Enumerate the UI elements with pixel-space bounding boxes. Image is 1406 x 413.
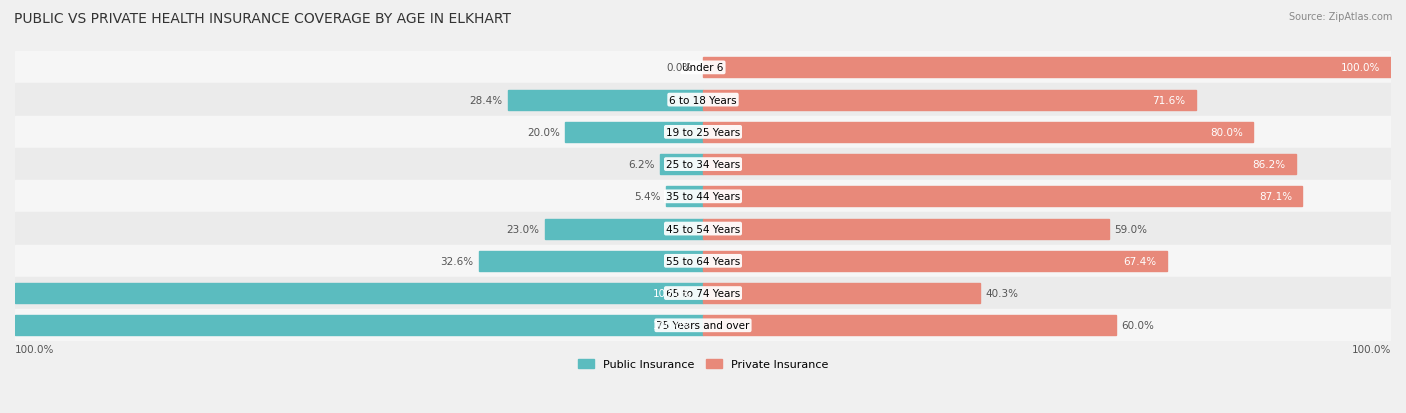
Text: 28.4%: 28.4% [470,95,502,105]
Bar [703,155,1296,175]
Bar [15,309,1391,342]
Text: 100.0%: 100.0% [1341,63,1381,73]
Text: 71.6%: 71.6% [1152,95,1185,105]
Text: 100.0%: 100.0% [15,344,55,354]
Bar [15,84,1391,116]
Bar [15,283,703,303]
Text: 86.2%: 86.2% [1253,160,1285,170]
Bar [565,123,703,142]
Text: 6.2%: 6.2% [628,160,655,170]
Text: 100.0%: 100.0% [1351,344,1391,354]
Bar [703,251,1167,271]
Text: 75 Years and over: 75 Years and over [657,320,749,330]
Text: 55 to 64 Years: 55 to 64 Years [666,256,740,266]
Text: Source: ZipAtlas.com: Source: ZipAtlas.com [1288,12,1392,22]
Bar [703,58,1391,78]
Bar [15,277,1391,309]
Bar [478,251,703,271]
Bar [15,116,1391,149]
Text: 59.0%: 59.0% [1115,224,1147,234]
Bar [703,219,1109,239]
Text: 0.0%: 0.0% [666,63,693,73]
Text: 6 to 18 Years: 6 to 18 Years [669,95,737,105]
Bar [508,90,703,110]
Bar [15,52,1391,84]
Legend: Public Insurance, Private Insurance: Public Insurance, Private Insurance [574,354,832,374]
Bar [15,316,703,335]
Text: 45 to 54 Years: 45 to 54 Years [666,224,740,234]
Bar [661,155,703,175]
Text: 40.3%: 40.3% [986,288,1019,298]
Text: 32.6%: 32.6% [440,256,474,266]
Bar [15,149,1391,181]
Text: 60.0%: 60.0% [1122,320,1154,330]
Text: 20.0%: 20.0% [527,128,560,138]
Text: 25 to 34 Years: 25 to 34 Years [666,160,740,170]
Bar [666,187,703,207]
Text: 67.4%: 67.4% [1123,256,1156,266]
Bar [703,283,980,303]
Text: 35 to 44 Years: 35 to 44 Years [666,192,740,202]
Text: 23.0%: 23.0% [506,224,540,234]
Text: 100.0%: 100.0% [654,320,693,330]
Bar [15,245,1391,277]
Bar [703,90,1195,110]
Text: 5.4%: 5.4% [634,192,661,202]
Text: 100.0%: 100.0% [654,288,693,298]
Bar [703,316,1116,335]
Bar [544,219,703,239]
Text: 65 to 74 Years: 65 to 74 Years [666,288,740,298]
Text: Under 6: Under 6 [682,63,724,73]
Bar [15,213,1391,245]
Bar [15,181,1391,213]
Text: 87.1%: 87.1% [1258,192,1292,202]
Text: 80.0%: 80.0% [1211,128,1243,138]
Bar [703,123,1253,142]
Text: PUBLIC VS PRIVATE HEALTH INSURANCE COVERAGE BY AGE IN ELKHART: PUBLIC VS PRIVATE HEALTH INSURANCE COVER… [14,12,510,26]
Text: 19 to 25 Years: 19 to 25 Years [666,128,740,138]
Bar [703,187,1302,207]
